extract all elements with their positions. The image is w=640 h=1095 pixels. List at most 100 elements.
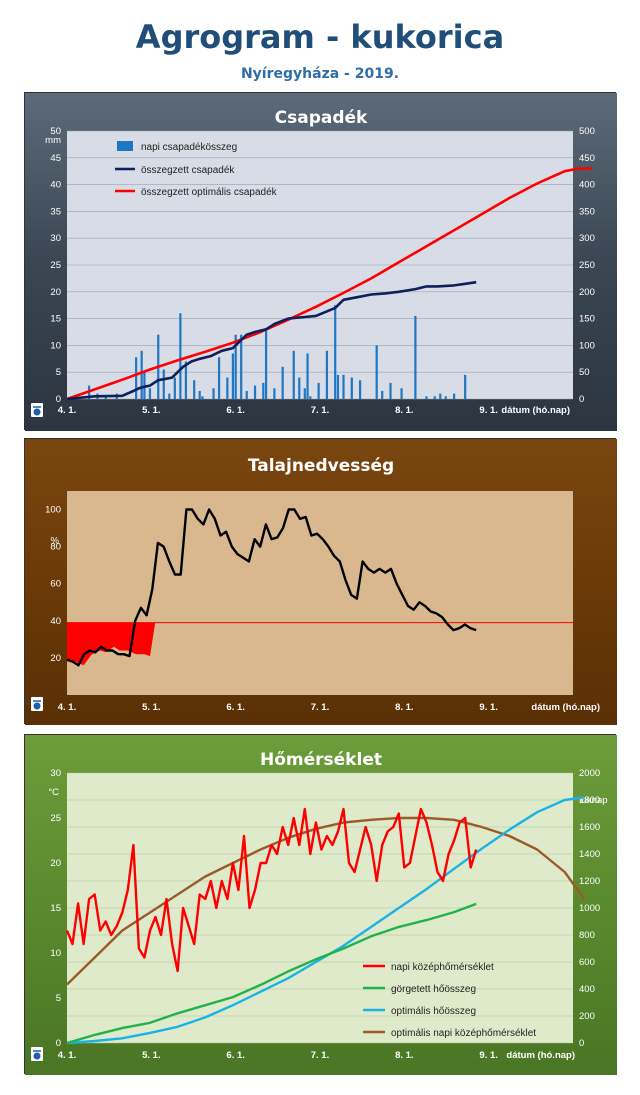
y-left-tick-label: 20 (50, 858, 61, 869)
y-right-unit-label: foknap (579, 795, 608, 806)
y-left-tick-label: 0 (56, 394, 61, 405)
x-tick-label: 8. 1. (395, 405, 414, 416)
legend: napi csapadékösszeg összegzett csapadék ös… (115, 141, 278, 198)
precip-bar (433, 396, 436, 399)
y-left-tick-label: 5 (56, 993, 61, 1004)
x-tick-label: 6. 1. (226, 702, 245, 713)
precip-bar (226, 377, 229, 399)
x-tick-label: 9. 1. (479, 1050, 498, 1061)
precip-bar (306, 353, 309, 399)
x-tick-label: 7. 1. (311, 702, 330, 713)
precip-bar (234, 334, 237, 399)
logo-circle (33, 702, 41, 710)
legend-label: görgetett hőösszeg (391, 984, 476, 995)
soil-moisture-panel: Talajnedvesség 20 40 60 80 100% 4. 1. 5. 1. 6. … (24, 438, 617, 725)
page-title: Agrogram - kukorica (135, 18, 505, 56)
y-tick-label: 40 (50, 616, 61, 627)
y-right-tick-label: 2000 (579, 768, 600, 779)
series-line (66, 816, 586, 986)
y-left-tick-label: 15 (50, 314, 61, 325)
y-left-tick-label: 25 (50, 813, 61, 824)
omsz-logo-icon (31, 403, 43, 417)
series-line (66, 902, 477, 1045)
legend-label: összegzett optimális csapadék (141, 187, 278, 198)
y-left-tick-label: 30 (50, 233, 61, 244)
y-left-tick-label: 50 (50, 126, 61, 137)
legend: napi középhőmérséklet görgetett hőösszeg o… (363, 962, 536, 1039)
x-tick-label: 5. 1. (142, 702, 161, 713)
y-right-tick-label: 400 (579, 180, 595, 191)
y-right-tick-label: 350 (579, 206, 595, 217)
soil-moisture-line (66, 508, 477, 667)
legend-label: optimális hőösszeg (391, 1006, 476, 1017)
x-tick-label: 4. 1. (58, 405, 77, 416)
y-left-tick-label: 25 (50, 260, 61, 271)
precip-bar (309, 396, 312, 399)
y-right-tick-label: 1600 (579, 822, 600, 833)
y-left-tick-label: 30 (50, 768, 61, 779)
y-left-tick-label: 15 (50, 903, 61, 914)
precip-bar (245, 390, 248, 399)
precip-bar (317, 382, 320, 399)
precip-bar (298, 377, 301, 399)
precip-bar (217, 357, 221, 399)
logo-circle (33, 1052, 41, 1060)
precip-bar (184, 361, 187, 399)
x-axis-label: dátum (hó.nap) (501, 405, 570, 416)
y-right-tick-label: 1400 (579, 849, 600, 860)
y-right-tick-label: 1200 (579, 876, 600, 887)
x-tick-label: 7. 1. (311, 405, 330, 416)
x-tick-label: 5. 1. (142, 1050, 161, 1061)
precip-bar (173, 377, 176, 399)
x-tick-label: 6. 1. (226, 1050, 245, 1061)
series-line (65, 807, 478, 973)
y-axis-unit-label: % (51, 536, 60, 547)
y-right-tick-label: 50 (579, 367, 590, 378)
series-line (66, 167, 593, 401)
legend-label: összegzett csapadék (141, 165, 235, 176)
y-axis-unit-label: °C (48, 787, 59, 798)
x-axis-label: dátum (hó.nap) (506, 1050, 575, 1061)
precip-bar (453, 393, 456, 399)
y-right-tick-label: 800 (579, 930, 595, 941)
y-right-tick-label: 150 (579, 314, 595, 325)
precip-bar (414, 315, 417, 399)
precip-bar (162, 369, 165, 399)
precip-bar (148, 388, 152, 399)
y-right-tick-label: 500 (579, 126, 595, 137)
x-tick-label: 4. 1. (58, 702, 77, 713)
precip-bar (325, 350, 329, 399)
y-left-tick-label: 45 (50, 153, 61, 164)
precip-bar (342, 374, 345, 399)
series-line (66, 280, 477, 401)
x-axis-label: dátum (hó.nap) (531, 702, 600, 713)
precip-bar (273, 388, 276, 399)
precip-bar (334, 305, 337, 399)
precipitation-title: Csapadék (275, 108, 368, 128)
y-tick-label: 100 (45, 505, 61, 516)
y-right-tick-label: 0 (579, 394, 584, 405)
x-tick-label: 9. 1. (479, 405, 498, 416)
y-tick-label: 60 (50, 579, 61, 590)
precip-bar (201, 396, 204, 399)
x-tick-label: 4. 1. (58, 1050, 77, 1061)
x-tick-label: 8. 1. (395, 702, 414, 713)
y-right-tick-label: 1000 (579, 903, 600, 914)
precip-bar (464, 374, 467, 399)
x-tick-label: 5. 1. (142, 405, 161, 416)
precip-bar (292, 350, 295, 399)
precip-bar (240, 334, 243, 399)
temperature-panel: Hőmérséklet 0 200 400 600 800 1000 1200 1400 160… (24, 734, 617, 1075)
precip-bar (336, 374, 340, 399)
precip-bar (212, 388, 215, 399)
precip-bar (375, 345, 378, 399)
precip-bar (179, 313, 182, 399)
precip-bar (281, 366, 284, 399)
omsz-logo-icon (31, 1047, 43, 1061)
precip-bar (193, 380, 196, 399)
precip-bar (444, 396, 447, 399)
precip-bar (381, 390, 384, 399)
y-right-tick-label: 600 (579, 957, 595, 968)
y-left-tick-label: 0 (56, 1038, 61, 1049)
y-right-tick-label: 200 (579, 1011, 595, 1022)
